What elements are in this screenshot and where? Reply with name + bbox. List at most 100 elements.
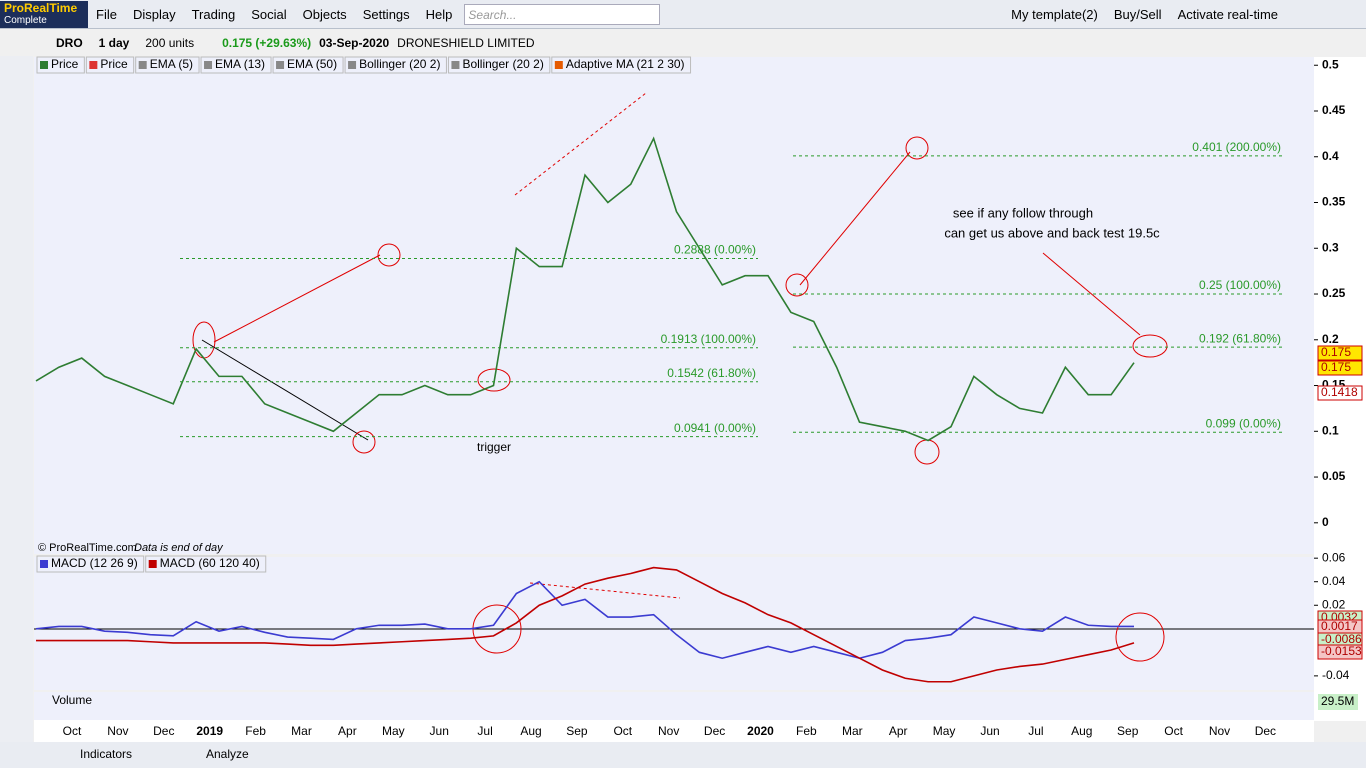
y-tick-label: 0.35 — [1322, 195, 1346, 209]
volume-value-box — [1318, 694, 1358, 710]
x-axis-area — [34, 720, 1314, 742]
x-tick-label: Oct — [1164, 724, 1183, 738]
x-tick-label: Sep — [1117, 724, 1139, 738]
fib-label: 0.099 (0.00%) — [1206, 416, 1281, 430]
annotation: can get us above and back test 19.5c — [944, 225, 1160, 240]
y-tick-label: 0.5 — [1322, 57, 1339, 71]
logo[interactable]: ProRealTime Complete — [0, 0, 88, 28]
legend-item: EMA (13) — [215, 57, 265, 71]
copyright: © ProRealTime.com — [38, 542, 137, 554]
x-tick-label: Jun — [980, 724, 999, 738]
price-panel — [34, 57, 1314, 554]
last-value-label: 0.1418 — [1321, 385, 1358, 399]
search-placeholder: Search... — [468, 7, 517, 22]
period[interactable]: 1 day — [98, 35, 130, 50]
legend-swatch — [89, 61, 98, 69]
last-value-marker — [1317, 360, 1363, 376]
y-tick-label: -0.04 — [1322, 668, 1350, 682]
menu-bar: ProRealTime Complete File Display Trading S… — [0, 0, 1366, 29]
date: 03-Sep-2020 — [319, 35, 390, 50]
x-tick-label: Jul — [477, 724, 492, 738]
legend-box — [551, 56, 692, 74]
x-tick-label: Feb — [796, 724, 817, 738]
indicators-button[interactable]: Indicators — [80, 747, 132, 761]
y-tick-label: 0.1 — [1322, 423, 1339, 437]
x-tick-label: Dec — [1255, 724, 1276, 738]
drawings — [192, 92, 1168, 662]
edition: Complete — [4, 14, 47, 26]
menu-item[interactable]: Objects — [302, 6, 347, 22]
volume-panel — [34, 692, 1314, 720]
x-tick-label: Nov — [1209, 724, 1230, 738]
legend-item: Price — [100, 57, 128, 71]
bottom-bar — [0, 742, 1366, 768]
legend-box — [36, 56, 85, 74]
activate[interactable]: Activate real-time — [1177, 6, 1278, 22]
x-tick-label: Aug — [1071, 724, 1092, 738]
last-value-marker — [1317, 385, 1363, 401]
legend-swatch — [554, 61, 563, 69]
fib-label: 0.1913 (100.00%) — [661, 332, 756, 346]
left-toolbar — [0, 56, 33, 742]
y-tick-label: 0.45 — [1322, 103, 1346, 117]
legend-box — [85, 56, 135, 74]
fib-label: 0.0941 (0.00%) — [674, 421, 756, 435]
fib-label: 0.25 (100.00%) — [1199, 278, 1281, 292]
quote: 0.175 (+29.63%) — [222, 35, 312, 50]
fib-label: 0.1542 (61.80%) — [667, 366, 756, 380]
legend-swatch — [348, 61, 357, 69]
last-value-label: 0.0017 — [1321, 619, 1358, 633]
x-tick-label: Oct — [63, 724, 82, 738]
menu-item[interactable]: Settings — [362, 6, 410, 22]
y-tick-label: 0.3 — [1322, 240, 1339, 254]
x-tick-label: Sep — [566, 724, 588, 738]
x-tick-label: Nov — [658, 724, 679, 738]
y-tick-label: 0.06 — [1322, 550, 1346, 564]
series-line — [36, 566, 1135, 683]
x-tick-label: Jun — [430, 724, 449, 738]
legend-item: Bollinger (20 2) — [462, 57, 543, 71]
last-value-label: 0.175 — [1321, 345, 1351, 359]
units[interactable]: 200 units — [145, 35, 195, 50]
y-tick-label: 0.02 — [1322, 597, 1346, 611]
template[interactable]: My template(2) — [1011, 6, 1098, 22]
logo-text: ProRealTime — [4, 0, 78, 15]
legend-box — [145, 555, 267, 573]
menu-item[interactable]: Help — [425, 6, 453, 22]
y-tick-label: 0.4 — [1322, 149, 1339, 163]
last-value-label: 0.175 — [1321, 360, 1351, 374]
x-tick-label: Mar — [842, 724, 863, 738]
last-value-marker — [1317, 345, 1363, 361]
menu-item[interactable]: File — [96, 6, 117, 22]
menu-item[interactable]: Social — [251, 6, 287, 22]
search-box[interactable]: Search... — [464, 3, 661, 25]
x-tick-label: May — [382, 724, 405, 738]
ticker[interactable]: DRO — [56, 35, 83, 50]
fib-label: 0.2888 (0.00%) — [674, 243, 756, 257]
x-tick-label: Dec — [153, 724, 174, 738]
x-tick-label: Jul — [1028, 724, 1043, 738]
x-tick-label: Mar — [291, 724, 312, 738]
legend-item: MACD (12 26 9) — [51, 556, 138, 570]
instrument: DRONESHIELD LIMITED — [397, 35, 535, 50]
y-tick-label: 0.25 — [1322, 286, 1346, 300]
annotation: see if any follow through — [953, 205, 1093, 220]
legend-item: Price — [51, 57, 79, 71]
x-tick-label: Apr — [889, 724, 908, 738]
menu-item[interactable]: Display — [132, 6, 176, 22]
buy-sell[interactable]: Buy/Sell — [1113, 6, 1162, 22]
menu-item[interactable]: Trading — [191, 6, 236, 22]
series-line — [35, 580, 1134, 660]
legend-box — [135, 56, 200, 74]
x-tick-label: Aug — [520, 724, 541, 738]
x-tick-label: May — [933, 724, 956, 738]
annotation: trigger — [477, 440, 511, 454]
legend-box — [447, 56, 551, 74]
analyze-button[interactable]: Analyze — [206, 747, 249, 761]
menu: File Display Trading Social Objects Settings H… — [88, 7, 460, 22]
x-tick-label: Nov — [107, 724, 128, 738]
volume-legend: Volume — [52, 693, 92, 707]
data-note: Data is end of day — [134, 542, 224, 554]
x-tick-label: Apr — [338, 724, 357, 738]
